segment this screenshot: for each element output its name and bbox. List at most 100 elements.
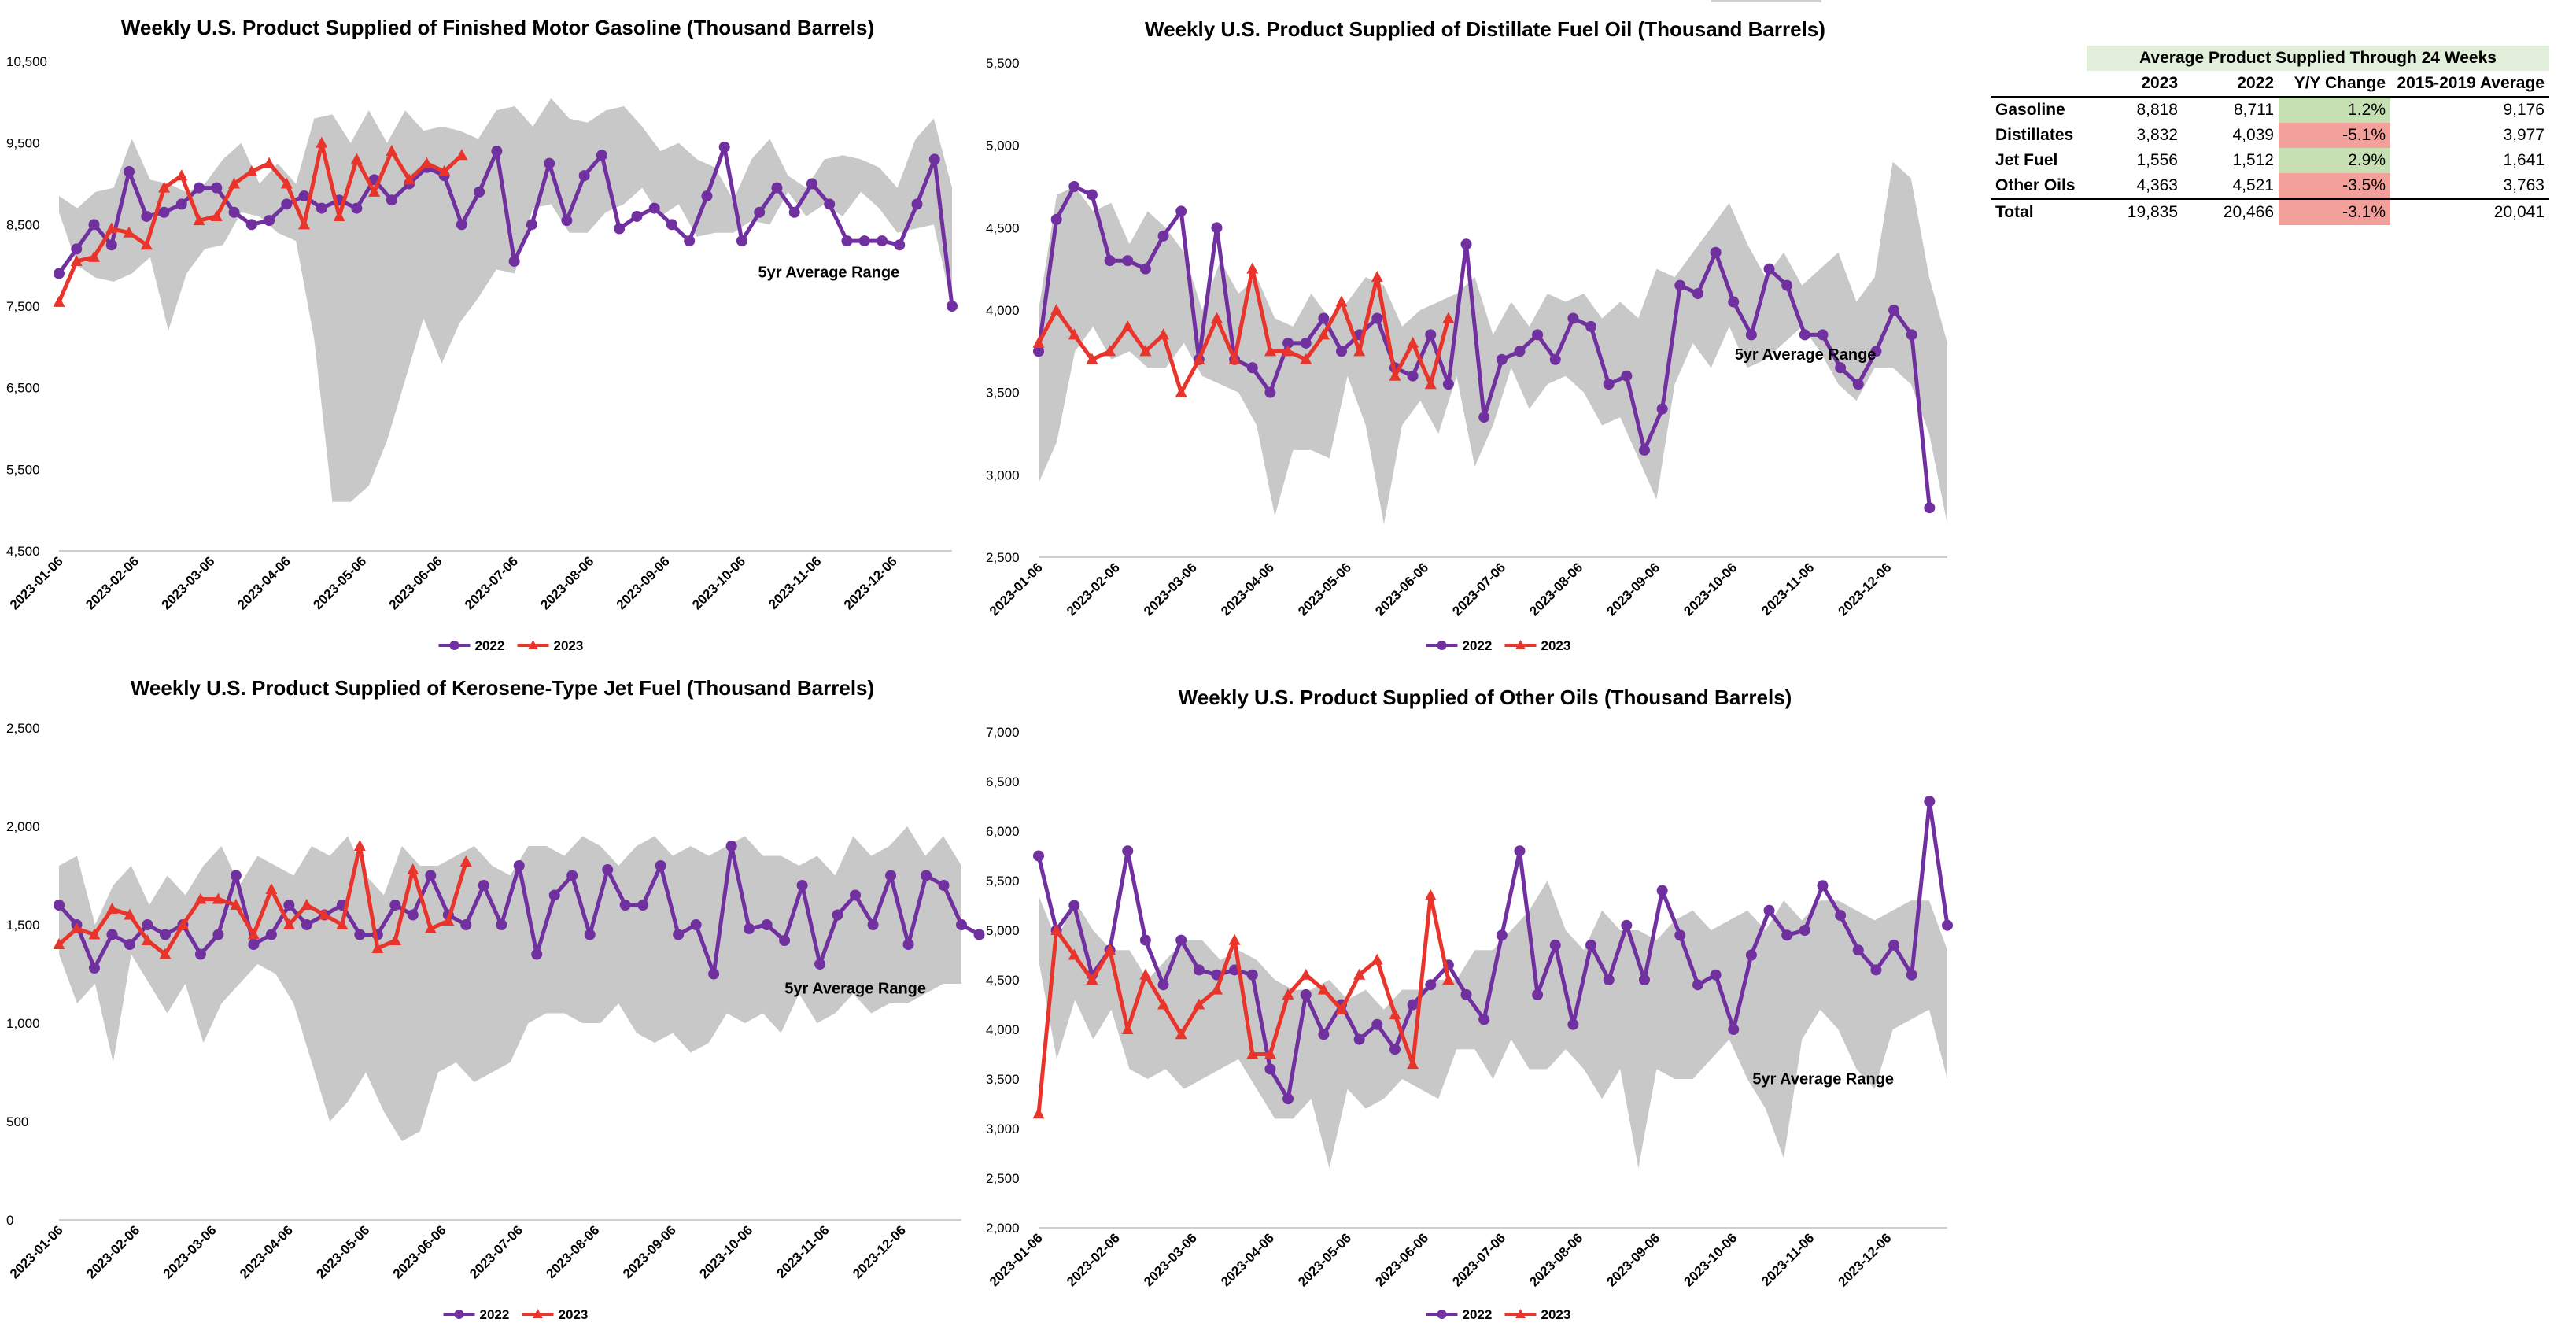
otheroils-series-2022-point (1585, 939, 1597, 951)
gasoline-series-2022-point (456, 219, 467, 231)
otheroils-legend-2023-marker (1515, 1309, 1526, 1318)
distillate-x-tick: 2023-09-06 (1604, 560, 1663, 619)
gasoline-series-2022-point (648, 202, 660, 214)
gasoline-series-2022-point (701, 190, 713, 202)
distillate-x-tick: 2023-11-06 (1759, 560, 1817, 618)
jetfuel-series-2022-point (425, 870, 437, 881)
gasoline-series-2022-point (736, 235, 747, 247)
distillate-series-2022-point (1264, 386, 1276, 398)
otheroils-range-label: 5yr Average Range (1752, 1070, 1894, 1088)
distillate-series-2022-point (1282, 337, 1294, 349)
otheroils-series-2022-point (1924, 796, 1936, 807)
jetfuel-series-2023-line (57, 844, 468, 956)
jetfuel-y-tick: 0 (6, 1213, 13, 1228)
distillate-series-2023-point (1157, 328, 1170, 340)
otheroils-series-2022-point (1193, 964, 1205, 976)
jetfuel-legend-2023: 2023 (559, 1307, 589, 1322)
gasoline-series-2023-point (456, 149, 468, 161)
summary-row: Other Oils 4,363 4,521 -3.5% 3,763 (1991, 173, 2549, 199)
distillate-series-2023-point (1068, 328, 1080, 340)
otheroils-series-2022-point (1942, 919, 1953, 931)
distillate-series-2022-point (1763, 263, 1775, 275)
distillate-series-2022-point (1407, 370, 1419, 382)
gasoline-x-tick: 2023-05-06 (310, 553, 369, 612)
gasoline-series-2023-point (368, 185, 381, 197)
distillate-x-tick: 2023-06-06 (1372, 560, 1431, 619)
summary-cell-2023: 19,835 (2087, 198, 2183, 225)
distillate-series-2022-point (1033, 346, 1044, 357)
otheroils-series-2022-point (1496, 929, 1508, 941)
distillate-series-2022-point (1371, 312, 1383, 324)
gasoline-series-2022-point (88, 219, 100, 231)
summary-total-row: Total 19,835 20,466 -3.1% 20,041 (1991, 198, 2549, 225)
jetfuel-series-2022-point (867, 919, 879, 930)
otheroils-series-2022-point (1799, 925, 1810, 936)
distillate-series-2023-point (1353, 345, 1366, 357)
gasoline-series-2023-point (438, 164, 451, 176)
gasoline-x-tick: 2023-11-06 (766, 553, 824, 612)
summary-row-label: Gasoline (1995, 101, 2065, 119)
top-divider (1711, 0, 1821, 2)
distillate-series-2022-point (1567, 312, 1579, 324)
otheroils-y-tick: 4,000 (986, 1022, 1020, 1037)
summary-cell-change: -3.5% (2279, 173, 2390, 199)
gasoline-series-2023-point (175, 169, 188, 181)
distillate-series-2022-point (1496, 353, 1508, 365)
distillate-series-2023-point (1282, 345, 1294, 357)
jetfuel-series-2022-point (973, 929, 985, 940)
chart-otheroils: Weekly U.S. Product Supplied of Other Oi… (980, 669, 1955, 1330)
gasoline-x-tick: 2023-10-06 (689, 553, 748, 612)
distillate-y-tick: 5,500 (986, 56, 1020, 71)
otheroils-series-2023-point (1282, 988, 1294, 1000)
jetfuel-series-2022-point (761, 919, 773, 930)
jetfuel-series-2022-point (584, 929, 596, 940)
otheroils-x-tick: 2023-11-06 (1759, 1230, 1817, 1288)
distillate-series-2023-point (1210, 312, 1223, 323)
distillate-series-2022-point (1514, 346, 1526, 357)
otheroils-series-2023-point (1068, 948, 1080, 960)
gasoline-series-2022-point (578, 170, 590, 182)
otheroils-y-tick: 6,000 (986, 824, 1020, 839)
jetfuel-series-2022-point (513, 860, 525, 871)
distillate-y-tick: 5,000 (986, 139, 1020, 153)
summary-cell-2023: 8,818 (2136, 101, 2178, 119)
otheroils-y-tick: 5,500 (986, 874, 1020, 889)
jetfuel-series-2023-point (88, 928, 101, 940)
otheroils-series-2022-point (1674, 929, 1686, 941)
gasoline-series-2023-point (123, 226, 135, 238)
jetfuel-series-2022-point (619, 900, 631, 911)
gasoline-series-2023-point (245, 164, 258, 176)
jetfuel-series-2022-point (602, 864, 614, 875)
distillate-series-2023-point (1246, 262, 1259, 274)
gasoline-series-2022-point (105, 239, 117, 251)
distillate-series-2022-point (1068, 181, 1080, 192)
jetfuel-series-2022-point (814, 959, 826, 970)
otheroils-series-2022-point (1621, 919, 1633, 931)
summary-cell-2023: 1,556 (2136, 151, 2178, 169)
distillate-y-tick: 4,000 (986, 303, 1020, 318)
otheroils-series-2022-point (1318, 1029, 1330, 1040)
jetfuel-x-tick: 2023-02-06 (83, 1222, 142, 1281)
jetfuel-x-tick: 2023-04-06 (237, 1222, 296, 1281)
otheroils-series-2022-point (1603, 974, 1615, 985)
distillate-series-2022-point (1425, 329, 1437, 341)
gasoline-series-2022-point (666, 219, 677, 231)
jetfuel-series-2023-point (407, 863, 419, 874)
jetfuel-series-2022-point (673, 929, 685, 940)
distillate-range-label: 5yr Average Range (1735, 346, 1877, 364)
distillate-series-2022-point (1639, 444, 1650, 456)
gasoline-series-2022-point (281, 198, 293, 210)
summary-header-2022: 2022 (2183, 71, 2279, 98)
distillate-legend-2022-marker (1437, 641, 1447, 650)
distillate-x-tick: 2023-03-06 (1141, 560, 1200, 619)
gasoline-series-2022-point (71, 243, 83, 255)
otheroils-y-tick: 2,000 (986, 1221, 1020, 1236)
jetfuel-series-2023-point (318, 908, 330, 920)
distillate-series-2022-point (1300, 337, 1312, 349)
distillate-series-2022-point (1852, 379, 1864, 390)
otheroils-y-tick: 5,000 (986, 923, 1020, 938)
distillate-series-2023-point (1086, 353, 1098, 364)
otheroils-series-2022-point (1371, 1018, 1383, 1030)
jetfuel-series-2022-point (265, 929, 277, 940)
summary-row-label: Other Oils (1995, 176, 2076, 194)
